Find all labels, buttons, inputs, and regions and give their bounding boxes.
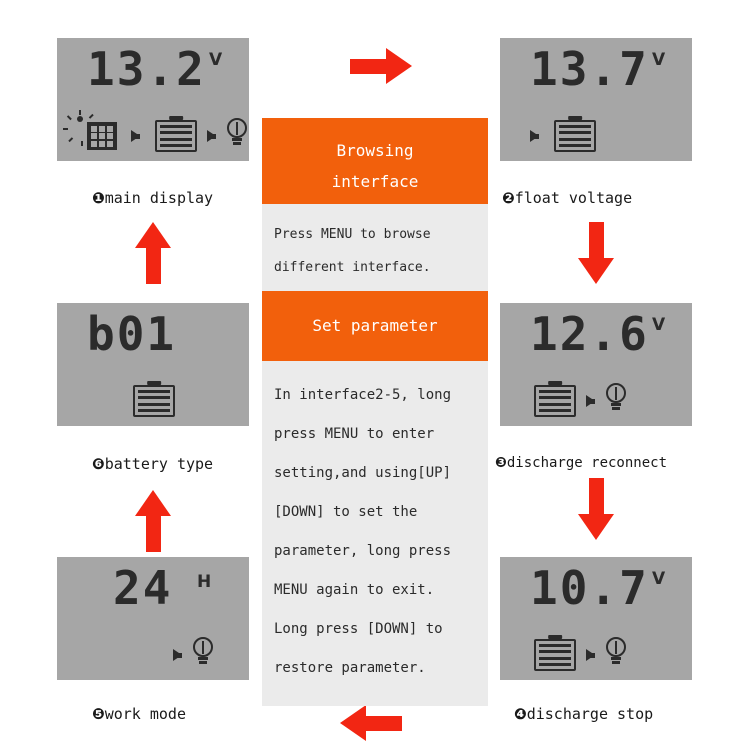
- arrow-right-down-upper: [578, 222, 614, 284]
- set-body-line-7: Long press [DOWN] to: [274, 621, 443, 637]
- set-body-line-4: [DOWN] to set the: [274, 504, 418, 520]
- set-body-line-2: press MENU to enter: [274, 426, 435, 442]
- browse-body-text: Press MENU to browse different interface…: [262, 218, 488, 284]
- lcd-value-discharge-stop: 10.7: [530, 561, 649, 615]
- caption-discharge-reconnect: ❸discharge reconnect: [495, 455, 667, 471]
- arrow-right-down-lower: [578, 478, 614, 540]
- lcd-value-main-display: 13.2: [87, 42, 206, 96]
- caption-float-voltage: ❷float voltage: [502, 189, 632, 207]
- caption-text: main display: [104, 189, 214, 207]
- lcd-unit-discharge-reconnect: V: [652, 315, 666, 335]
- caption-battery-type: ❻battery type: [92, 455, 213, 473]
- browse-body-line-1: Press MENU to browse: [274, 227, 431, 242]
- battery-icon: [534, 385, 576, 417]
- lcd-panel-work-mode: 24 H: [57, 557, 249, 680]
- browse-header-line-2: interface: [331, 172, 419, 191]
- arrow-bottom-center: [340, 705, 402, 741]
- caption-text: float voltage: [514, 189, 633, 207]
- lcd-value-float-voltage: 13.7: [530, 42, 649, 96]
- arrow-left-up-upper: [135, 222, 171, 284]
- set-body-line-5: parameter, long press: [274, 543, 452, 559]
- arrow-left-up-lower: [135, 490, 171, 552]
- lcd-panel-float-voltage: 13.7 V: [500, 38, 692, 161]
- set-body-line-1: In interface2-5, long: [274, 387, 452, 403]
- caption-work-mode: ❺work mode: [92, 705, 186, 723]
- lcd-panel-main-display: 13.2 V: [57, 38, 249, 161]
- caption-number: ❸: [495, 455, 507, 471]
- caption-main-display: ❶main display: [92, 189, 213, 207]
- lamp-icon: [191, 637, 215, 664]
- lcd-unit-float-voltage: V: [652, 50, 666, 70]
- lcd-panel-battery-type: b01: [57, 303, 249, 426]
- flow-arrow-icon: [530, 130, 539, 142]
- set-body-line-6: MENU again to exit.: [274, 582, 435, 598]
- set-parameter-header-band: Set parameter: [262, 291, 488, 361]
- lcd-value-battery-type: b01: [87, 307, 177, 361]
- caption-text: discharge stop: [526, 705, 654, 723]
- lcd-unit-work-mode: H: [197, 572, 212, 592]
- set-body-line-8: restore parameter.: [274, 660, 426, 676]
- caption-number: ❶: [92, 189, 105, 207]
- caption-number: ❹: [514, 705, 527, 723]
- flow-arrow-icon: [586, 395, 595, 407]
- instructions-column: Browsing interface Press MENU to browse …: [262, 118, 488, 706]
- lamp-icon: [604, 637, 628, 664]
- battery-icon: [554, 120, 596, 152]
- flow-arrow-icon: [173, 649, 182, 661]
- lamp-icon: [225, 118, 249, 145]
- battery-icon: [534, 639, 576, 671]
- browse-header-line-1: Browsing: [336, 141, 414, 160]
- solar-panel-icon: [87, 122, 117, 150]
- flow-arrow-icon: [207, 130, 216, 142]
- lcd-panel-discharge-stop: 10.7 V: [500, 557, 692, 680]
- arrow-top-center: [350, 48, 412, 84]
- flow-arrow-icon: [586, 649, 595, 661]
- browse-header-band: Browsing interface: [262, 118, 488, 204]
- caption-discharge-stop: ❹discharge stop: [514, 705, 653, 723]
- caption-text: battery type: [104, 455, 214, 473]
- lcd-value-discharge-reconnect: 12.6: [530, 307, 649, 361]
- browse-body-line-2: different interface.: [274, 260, 431, 275]
- caption-number: ❷: [502, 189, 515, 207]
- set-parameter-body-text: In interface2-5, long press MENU to ente…: [262, 376, 488, 688]
- lamp-icon: [604, 383, 628, 410]
- lcd-panel-discharge-reconnect: 12.6 V: [500, 303, 692, 426]
- sun-icon: [63, 110, 99, 146]
- lcd-unit-main-display: V: [209, 50, 223, 70]
- caption-text: work mode: [104, 705, 186, 723]
- flow-arrow-icon: [131, 130, 140, 142]
- set-body-line-3: setting,and using[UP]: [274, 465, 452, 481]
- set-parameter-header-line-1: Set parameter: [312, 316, 438, 335]
- lcd-value-work-mode: 24: [113, 561, 173, 615]
- battery-icon: [155, 120, 197, 152]
- caption-number: ❺: [92, 705, 105, 723]
- lcd-unit-discharge-stop: V: [652, 569, 666, 589]
- caption-text: discharge reconnect: [506, 455, 668, 471]
- battery-icon: [133, 385, 175, 417]
- caption-number: ❻: [92, 455, 105, 473]
